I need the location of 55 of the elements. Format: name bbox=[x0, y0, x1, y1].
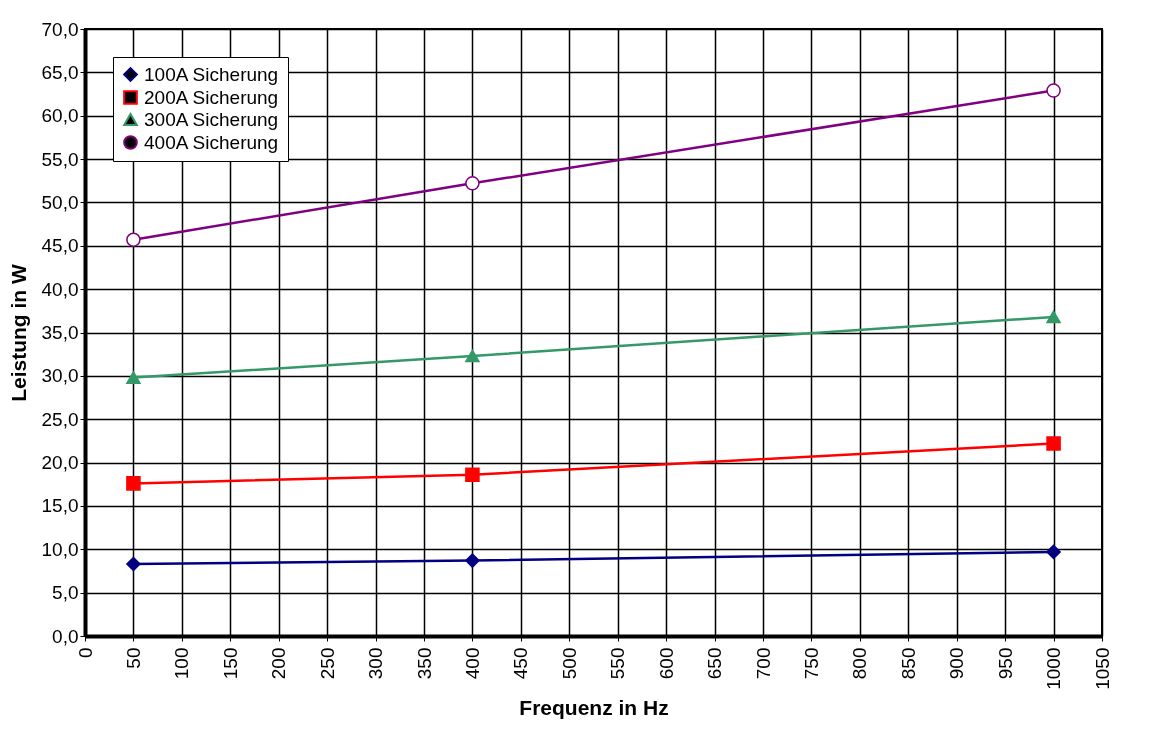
x-tick-label: 100 bbox=[171, 647, 193, 680]
legend-label: 400A Sicherung bbox=[144, 131, 279, 153]
x-tick-label: 150 bbox=[219, 647, 241, 680]
legend-label: 300A Sicherung bbox=[144, 108, 279, 130]
legend-label: 200A Sicherung bbox=[144, 86, 279, 108]
x-tick-label: 950 bbox=[994, 647, 1016, 680]
x-tick-label: 750 bbox=[800, 647, 822, 680]
x-tick-label: 550 bbox=[607, 647, 629, 680]
y-tick-label: 30,0 bbox=[41, 365, 79, 387]
x-tick-label: 600 bbox=[655, 647, 677, 680]
x-tick-label: 300 bbox=[365, 647, 387, 680]
point bbox=[126, 371, 141, 384]
point bbox=[1046, 544, 1061, 560]
point bbox=[1046, 83, 1061, 98]
y-tick-label: 0,0 bbox=[52, 625, 79, 647]
point bbox=[465, 467, 480, 482]
y-tick-label: 20,0 bbox=[41, 452, 79, 474]
point bbox=[1046, 436, 1061, 451]
x-tick-label: 350 bbox=[413, 647, 435, 680]
y-tick-label: 25,0 bbox=[41, 408, 79, 430]
y-tick-label: 15,0 bbox=[41, 495, 79, 517]
x-tick-label: 700 bbox=[752, 647, 774, 680]
y-tick-label: 10,0 bbox=[41, 538, 79, 560]
x-tick-label: 650 bbox=[704, 647, 726, 680]
y-tick-label: 35,0 bbox=[41, 322, 79, 343]
x-tick-label: 0 bbox=[74, 647, 96, 659]
x-tick-label: 850 bbox=[897, 647, 919, 680]
point bbox=[465, 553, 480, 568]
y-tick-label: 65,0 bbox=[41, 61, 79, 83]
x-tick-label: 200 bbox=[268, 647, 290, 680]
point bbox=[1046, 310, 1061, 324]
y-tick-label: 70,0 bbox=[41, 18, 79, 40]
x-tick-label: 500 bbox=[558, 647, 580, 680]
x-tick-label: 1050 bbox=[1091, 647, 1113, 690]
y-tick-label: 50,0 bbox=[41, 191, 79, 213]
x-tick-label: 1000 bbox=[1043, 647, 1065, 690]
y-tick-label: 40,0 bbox=[41, 278, 79, 300]
legend-label: 100A Sicherung bbox=[144, 63, 279, 85]
x-tick-label: 450 bbox=[510, 647, 532, 680]
y-axis-title: Leistung in W bbox=[6, 264, 30, 402]
point bbox=[126, 556, 141, 572]
x-tick-label: 400 bbox=[461, 647, 483, 680]
y-tick-label: 55,0 bbox=[41, 148, 79, 170]
point bbox=[465, 176, 480, 191]
x-tick-label: 900 bbox=[946, 647, 968, 680]
x-axis-title: Frequenz in Hz bbox=[519, 695, 669, 719]
x-tick-label: 50 bbox=[122, 647, 144, 669]
x-tick-label: 800 bbox=[849, 647, 871, 680]
y-tick-label: 45,0 bbox=[41, 235, 79, 257]
x-tick-label: 250 bbox=[316, 647, 338, 680]
point bbox=[126, 232, 141, 247]
point bbox=[465, 349, 480, 363]
y-tick-label: 5,0 bbox=[52, 582, 79, 604]
point bbox=[126, 476, 141, 491]
y-tick-label: 60,0 bbox=[41, 105, 79, 127]
